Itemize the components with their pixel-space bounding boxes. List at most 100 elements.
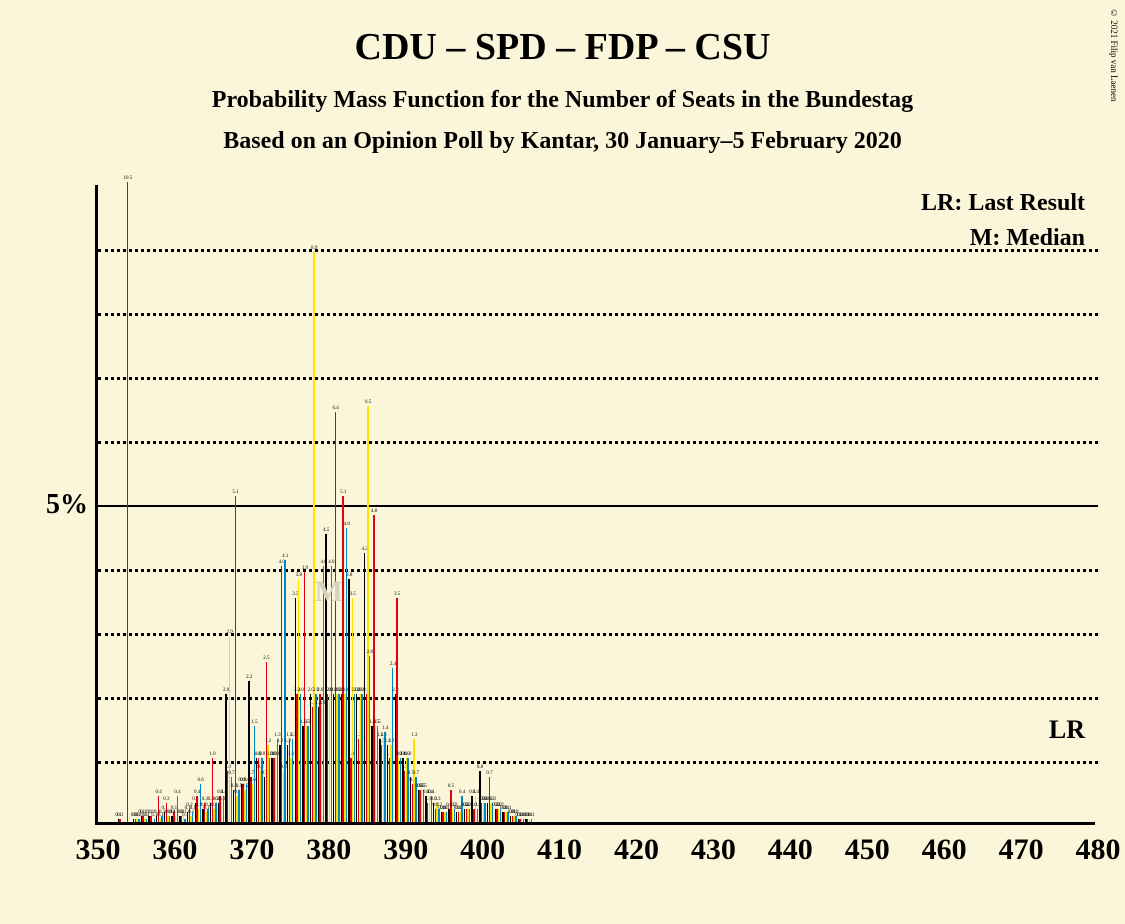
bar-value-label: 0.3 bbox=[481, 797, 505, 802]
bar-value-label: 2.2 bbox=[237, 675, 261, 680]
bar-value-label: 0.7 bbox=[404, 771, 428, 776]
bar bbox=[223, 796, 224, 822]
bar bbox=[384, 732, 385, 822]
gridline bbox=[98, 313, 1098, 316]
bar-value-label: 1.5 bbox=[366, 720, 390, 725]
bar bbox=[338, 694, 339, 822]
bar-value-label: 2.4 bbox=[381, 662, 405, 667]
bar-value-label: 0.5 bbox=[412, 784, 436, 789]
bar-value-label: 3.8 bbox=[287, 573, 311, 578]
bar bbox=[477, 809, 478, 822]
bar-value-label: 1.0 bbox=[396, 752, 420, 757]
bar bbox=[215, 803, 216, 822]
bar-value-label: 0.3 bbox=[154, 797, 178, 802]
bar bbox=[354, 694, 355, 822]
bar bbox=[192, 812, 193, 822]
x-tick-label: 400 bbox=[460, 833, 505, 867]
chart-subtitle-2: Based on an Opinion Poll by Kantar, 30 J… bbox=[0, 128, 1125, 155]
bar-value-label: 0.1 bbox=[519, 813, 543, 818]
bar-value-label: 1.5 bbox=[242, 720, 266, 725]
bar bbox=[235, 496, 236, 822]
gridline bbox=[98, 633, 1098, 636]
bar bbox=[269, 758, 270, 822]
copyright-text: © 2021 Filip van Laenen bbox=[1109, 8, 1119, 101]
gridline-major bbox=[98, 505, 1098, 507]
bar bbox=[277, 739, 278, 822]
bar-value-label: 4.0 bbox=[319, 560, 343, 565]
x-tick-label: 420 bbox=[614, 833, 659, 867]
x-tick-label: 390 bbox=[383, 833, 428, 867]
bar-value-label: 4.8 bbox=[362, 509, 386, 514]
x-tick-label: 460 bbox=[922, 833, 967, 867]
x-tick-label: 440 bbox=[768, 833, 813, 867]
chart-subtitle: Probability Mass Function for the Number… bbox=[0, 87, 1125, 114]
bar-value-label: 0.4 bbox=[464, 790, 488, 795]
bar bbox=[138, 819, 139, 822]
bar bbox=[119, 819, 120, 822]
bar-value-label: 6.5 bbox=[356, 400, 380, 405]
bar bbox=[238, 790, 239, 822]
gridline bbox=[98, 249, 1098, 252]
gridline bbox=[98, 441, 1098, 444]
x-tick-label: 350 bbox=[76, 833, 121, 867]
bar bbox=[169, 816, 170, 822]
bar bbox=[261, 758, 262, 822]
bar bbox=[146, 819, 147, 822]
bar-value-label: 3.5 bbox=[385, 592, 409, 597]
gridline bbox=[98, 377, 1098, 380]
bar bbox=[127, 182, 128, 822]
gridline bbox=[98, 569, 1098, 572]
bar-value-label: 10.5 bbox=[116, 176, 140, 181]
bar bbox=[161, 816, 162, 822]
bar bbox=[346, 528, 347, 822]
bar-value-label: 5.1 bbox=[331, 490, 355, 495]
bar-value-label: 4.6 bbox=[335, 522, 359, 527]
bar bbox=[246, 784, 247, 822]
bar bbox=[523, 819, 524, 822]
bar bbox=[446, 812, 447, 822]
bar-value-label: 1.0 bbox=[201, 752, 225, 757]
x-tick-label: 450 bbox=[845, 833, 890, 867]
bar-value-label: 0.6 bbox=[189, 778, 213, 783]
y-axis-label: 5% bbox=[23, 489, 88, 521]
x-tick-label: 430 bbox=[691, 833, 736, 867]
bar bbox=[407, 758, 408, 822]
bar-value-label: 2.9 bbox=[218, 630, 242, 635]
bar-value-label: 0.4 bbox=[185, 790, 209, 795]
bar bbox=[315, 694, 316, 822]
bar bbox=[300, 694, 301, 822]
bar-value-label: 4.0 bbox=[270, 560, 294, 565]
x-tick-label: 380 bbox=[306, 833, 351, 867]
bar-value-label: 5.1 bbox=[224, 490, 248, 495]
bar bbox=[461, 796, 462, 822]
median-mark: M bbox=[315, 575, 343, 609]
bar-value-label: 0.8 bbox=[468, 765, 492, 770]
bar bbox=[207, 809, 208, 822]
bar-value-label: 1.3 bbox=[402, 733, 426, 738]
bar-value-label: 0.5 bbox=[439, 784, 463, 789]
bar bbox=[307, 726, 308, 822]
bar bbox=[292, 739, 293, 822]
bar bbox=[361, 694, 362, 822]
bar-value-label: 6.4 bbox=[324, 406, 348, 411]
bar bbox=[531, 819, 532, 822]
bar bbox=[469, 809, 470, 822]
x-tick-label: 410 bbox=[537, 833, 582, 867]
chart-area: LR: Last Result M: Median LR M 5%3503603… bbox=[95, 185, 1115, 825]
plot-region: LR: Last Result M: Median LR M 5%3503603… bbox=[95, 185, 1095, 825]
bar-value-label: 0.7 bbox=[477, 771, 501, 776]
bar-value-label: 0.3 bbox=[425, 797, 449, 802]
x-tick-label: 480 bbox=[1076, 833, 1121, 867]
bar-value-label: 2.6 bbox=[358, 650, 382, 655]
bar-value-label: 0.4 bbox=[419, 790, 443, 795]
x-tick-label: 470 bbox=[999, 833, 1044, 867]
last-result-mark: LR bbox=[1049, 715, 1085, 745]
bar-value-label: 2.5 bbox=[254, 656, 278, 661]
bar bbox=[184, 819, 185, 822]
bar-value-label: 3.5 bbox=[341, 592, 365, 597]
chart-title: CDU – SPD – FDP – CSU bbox=[0, 0, 1125, 69]
x-tick-label: 370 bbox=[229, 833, 274, 867]
bar-value-label: 8.9 bbox=[302, 246, 326, 251]
legend-last-result: LR: Last Result bbox=[921, 190, 1085, 217]
bar-value-label: 4.1 bbox=[273, 554, 297, 559]
